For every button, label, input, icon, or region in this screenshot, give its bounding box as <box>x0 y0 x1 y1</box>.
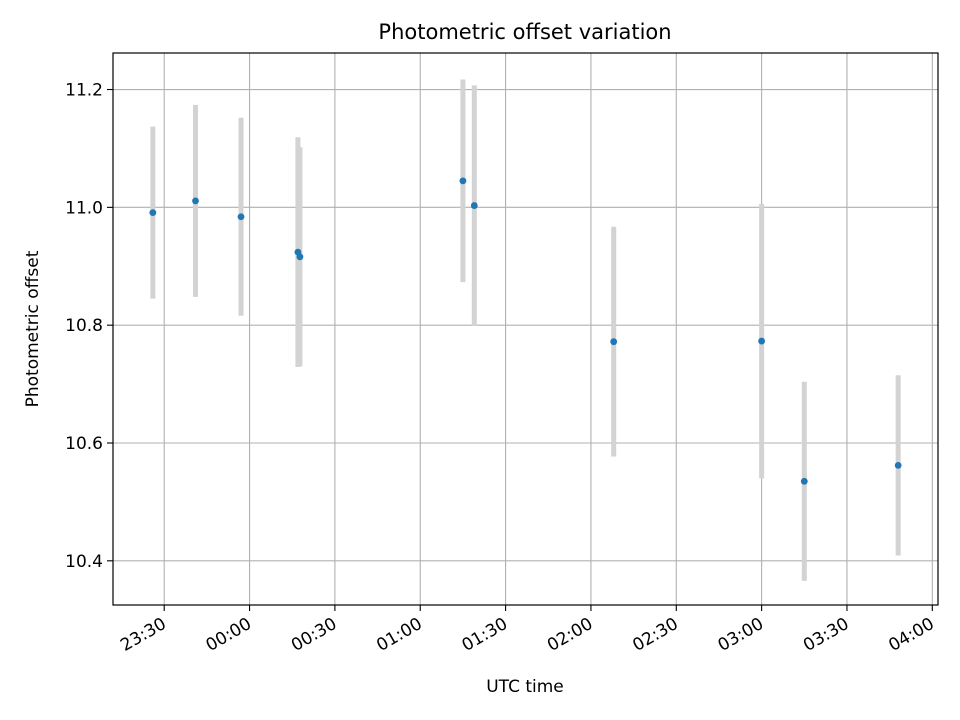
y-tick-label: 10.4 <box>65 552 103 572</box>
y-axis-label: Photometric offset <box>23 250 43 407</box>
x-tick-label: 00:00 <box>203 614 255 656</box>
x-tick-label: 23:30 <box>117 614 169 656</box>
y-tick-label: 10.8 <box>65 316 103 336</box>
x-tick-label: 04:00 <box>885 614 937 656</box>
x-axis-label: UTC time <box>486 677 564 697</box>
data-point <box>758 337 766 345</box>
data-point <box>192 197 199 205</box>
x-tick-label: 02:00 <box>544 614 596 656</box>
y-tick-label: 11.0 <box>65 198 103 218</box>
y-tick-label: 11.2 <box>65 81 103 101</box>
x-tick-label: 01:30 <box>459 614 511 656</box>
data-point <box>894 461 902 469</box>
chart-title: Photometric offset variation <box>378 20 671 44</box>
y-axis-ticks: 10.4 10.6 10.8 11.0 11.2 <box>65 81 113 572</box>
x-tick-label: 03:00 <box>715 614 767 656</box>
data-point <box>459 177 467 185</box>
data-point <box>237 213 245 221</box>
error-bars <box>150 79 901 581</box>
x-tick-label: 00:30 <box>288 614 340 656</box>
data-point <box>296 253 304 261</box>
x-tick-label: 01:00 <box>373 614 425 656</box>
y-tick-label: 10.6 <box>65 434 103 454</box>
data-point <box>610 338 618 346</box>
x-tick-label: 03:30 <box>800 614 852 656</box>
x-axis-ticks: 23:30 00:00 00:30 01:00 01:30 02:00 02:30 03:00… <box>117 605 938 656</box>
grid-lines <box>113 53 938 605</box>
data-point <box>800 477 808 485</box>
data-point <box>149 209 157 217</box>
data-point <box>470 202 478 209</box>
data-points <box>149 177 902 485</box>
x-tick-label: 02:30 <box>629 614 681 656</box>
plot-frame <box>112 52 939 606</box>
